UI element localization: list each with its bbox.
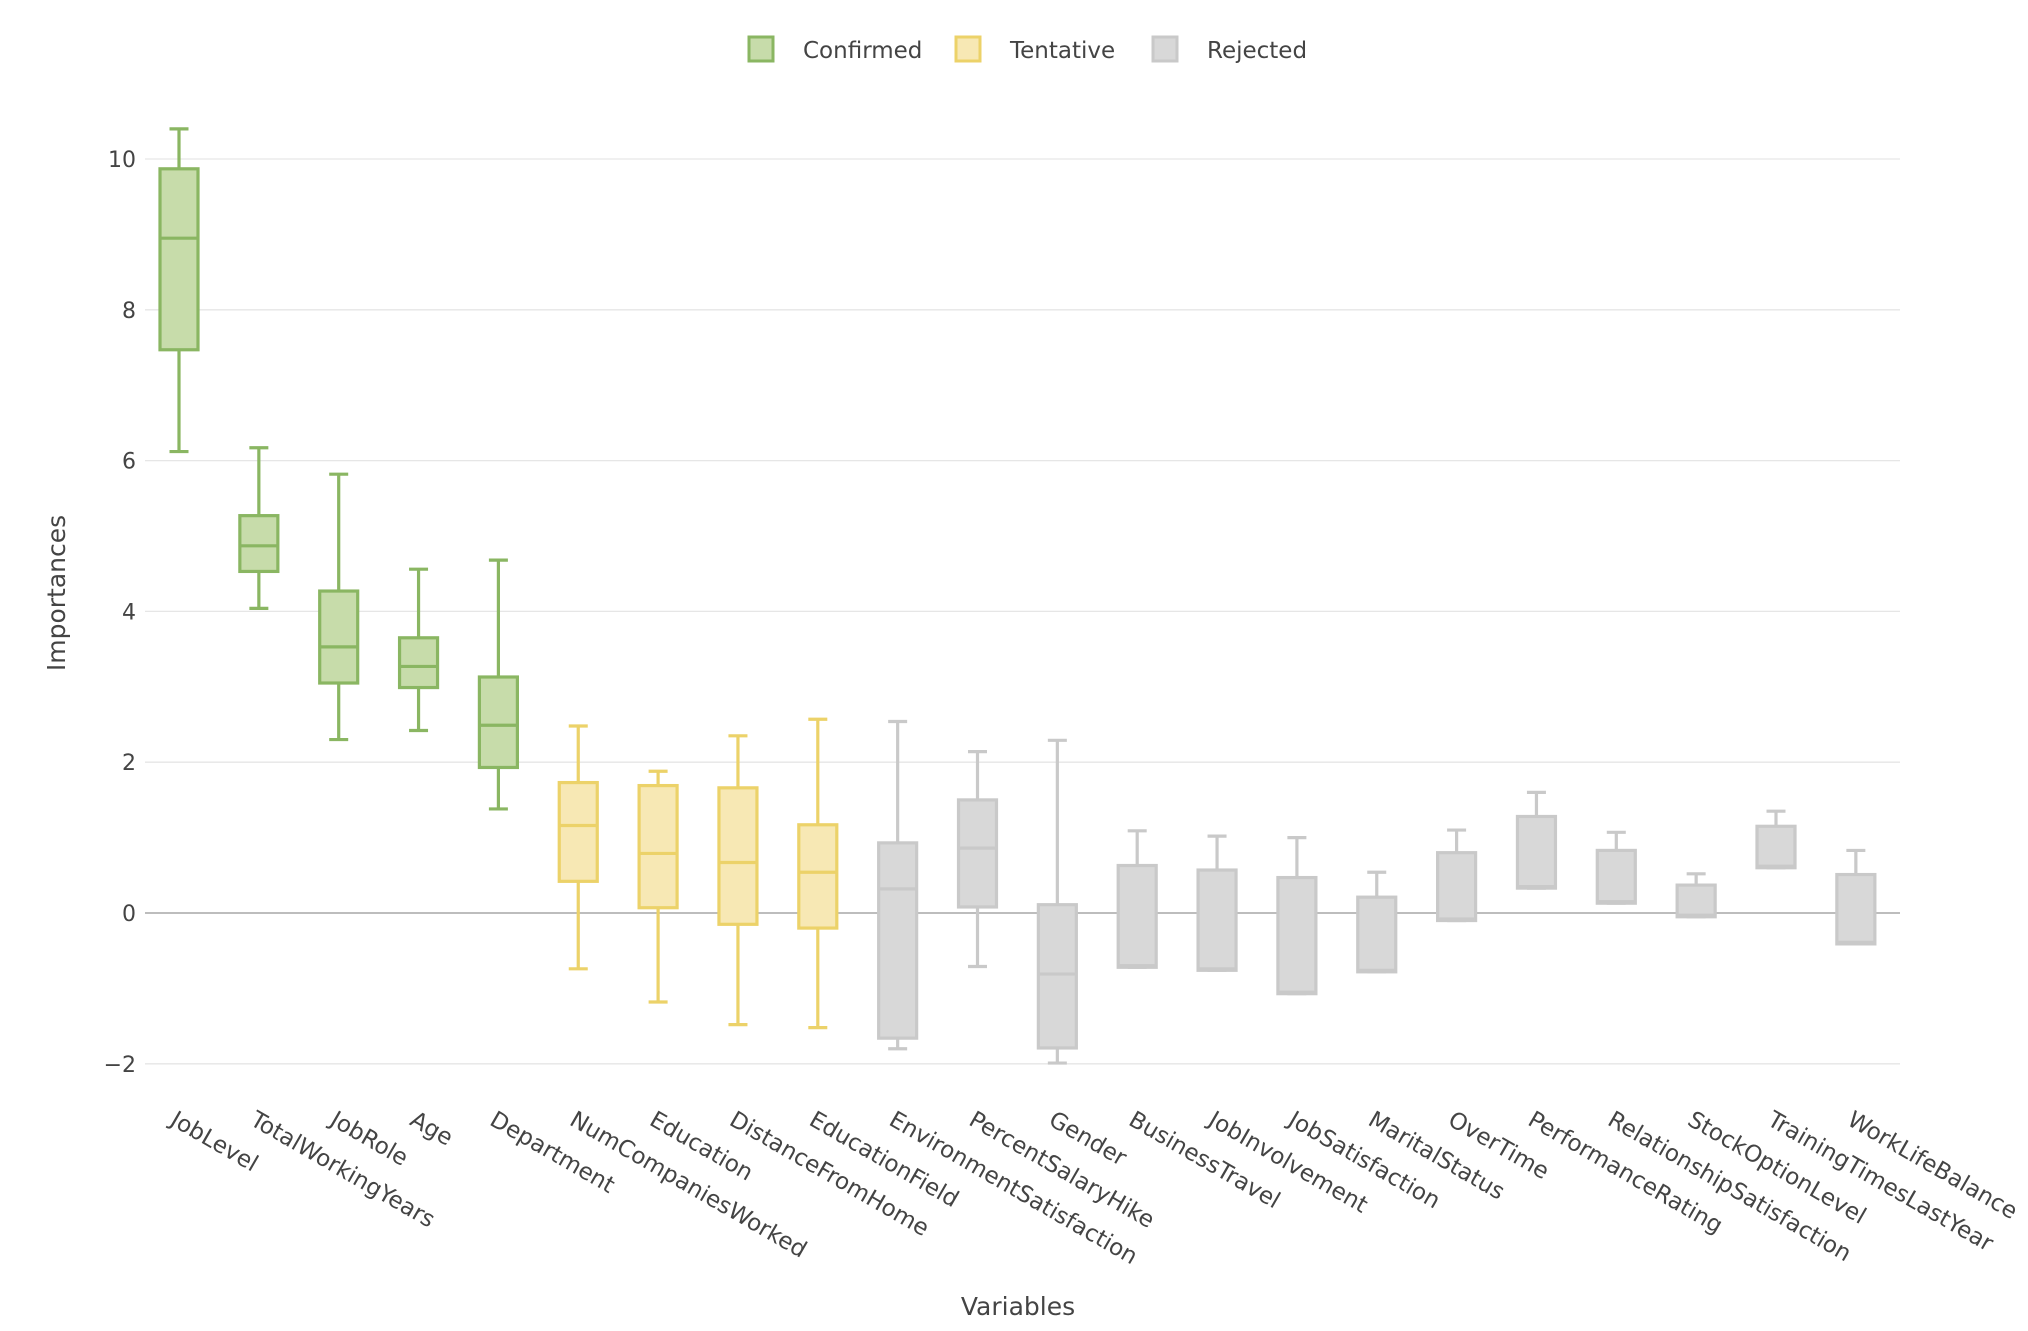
iqr-box [956,798,999,909]
iqr-box [477,675,519,770]
box-education [637,769,679,1004]
iqr-box [1196,868,1238,972]
box-over-time [1435,828,1478,923]
x-tick-label: JobLevel [164,1106,262,1178]
iqr-box [1435,851,1478,923]
y-axis-title: Importances [42,515,71,671]
iqr-box [1276,875,1318,996]
box-percent-salary-hike [956,750,999,969]
box-layer [158,127,1877,1065]
y-tick-label: 2 [122,751,136,776]
iqr-box [557,780,599,883]
iqr-box [397,636,440,690]
iqr-box [238,514,280,574]
iqr-box [877,841,919,1040]
legend-swatch [1151,35,1179,63]
iqr-box [637,783,679,910]
y-tick-label: 4 [122,600,136,625]
box-job-level [158,127,200,454]
legend-item-confirmed[interactable]: Confirmed [747,35,922,64]
legend-swatch [954,35,982,63]
grid-layer [145,158,1900,1065]
y-axis-ticks: 10 8 6 4 2 0 −2 [104,148,136,1078]
iqr-box [158,167,200,352]
iqr-box [1835,872,1877,946]
legend-swatch [747,35,775,63]
iqr-box [1356,895,1398,974]
box-stock-option-level [1675,872,1717,919]
box-work-life-balance [1835,848,1877,946]
legend: Confirmed Tentative Rejected [747,35,1307,64]
iqr-box [1116,863,1158,969]
box-relationship-satisfaction [1595,830,1637,905]
iqr-box [1036,903,1078,1050]
legend-item-rejected[interactable]: Rejected [1151,35,1307,64]
legend-label: Confirmed [803,38,922,64]
box-distance-from-home [717,734,759,1027]
box-business-travel [1116,829,1158,969]
iqr-box [717,786,759,926]
y-tick-label: 8 [122,299,136,324]
box-gender [1036,738,1078,1065]
box-environment-satisfaction [877,719,919,1051]
iqr-box [1595,848,1637,905]
y-tick-label: −2 [104,1053,136,1078]
box-total-working-years [238,446,280,610]
box-job-involvement [1196,834,1238,972]
box-age [397,567,440,733]
box-department [477,558,519,811]
box-education-field [797,717,839,1030]
box-performance-rating [1515,790,1558,890]
x-tick-label: Age [406,1107,458,1152]
y-tick-label: 10 [108,148,136,173]
box-marital-status [1356,870,1398,974]
legend-label: Rejected [1207,38,1307,64]
iqr-box [1755,824,1797,870]
legend-item-tentative[interactable]: Tentative [954,35,1115,64]
x-axis-title: Variables [961,1292,1075,1321]
box-num-companies-worked [557,724,599,971]
iqr-box [1675,883,1717,919]
iqr-box [797,823,839,930]
iqr-box [318,589,360,685]
box-training-times-last-year [1755,809,1797,870]
box-job-satisfaction [1276,835,1318,996]
y-tick-label: 6 [122,450,136,475]
iqr-box [1515,814,1558,890]
legend-label: Tentative [1009,38,1115,64]
box-job-role [318,472,360,742]
y-tick-label: 0 [122,902,136,927]
